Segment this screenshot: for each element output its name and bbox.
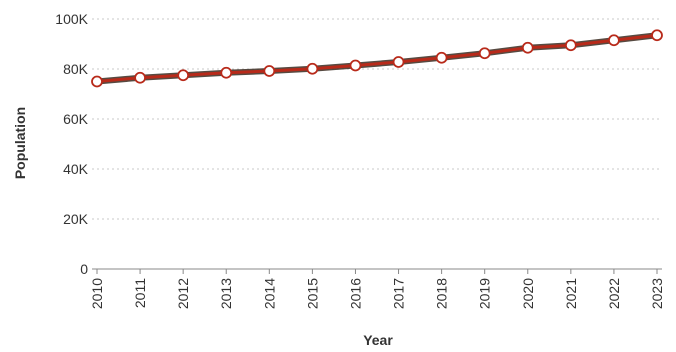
data-point [435, 51, 448, 64]
x-tick-label: 2020 [520, 278, 536, 309]
x-tick-label: 2010 [89, 278, 105, 309]
data-point [521, 41, 534, 54]
x-tick-label: 2019 [477, 278, 493, 309]
x-tick-label: 2015 [304, 278, 320, 309]
data-point [651, 29, 663, 42]
y-axis-label: Population [12, 107, 28, 179]
y-tick-label: 60K [63, 111, 89, 127]
y-tick-label: 40K [63, 161, 89, 177]
x-tick-label: 2013 [218, 278, 234, 309]
x-tick-label: 2021 [563, 278, 579, 309]
x-tick-label: 2017 [391, 278, 407, 309]
data-point [134, 71, 146, 84]
data-point [91, 75, 103, 88]
series-line [95, 33, 659, 83]
grid-lines [92, 18, 662, 220]
data-point [177, 69, 190, 82]
x-tick-label: 2014 [261, 278, 277, 309]
y-axis: 0 20K 40K 60K 80K 100K [55, 11, 88, 277]
data-point [564, 39, 577, 52]
y-tick-label: 20K [63, 211, 89, 227]
data-point [349, 59, 362, 72]
y-tick-label: 100K [55, 11, 88, 27]
data-point [478, 47, 491, 60]
data-point [392, 56, 405, 68]
x-tick-label: 2023 [649, 278, 665, 309]
x-tick-label: 2012 [175, 278, 191, 309]
x-axis: 2010 2011 2012 2013 2014 2015 2016 2017 2018 2019… [89, 268, 665, 309]
y-tick-label: 0 [80, 261, 88, 277]
data-point [608, 34, 620, 47]
y-tick-label: 80K [63, 61, 89, 77]
data-point [220, 66, 233, 79]
series-layer [91, 29, 663, 88]
x-tick-label: 2016 [347, 278, 363, 309]
data-point [306, 62, 319, 75]
x-tick-label: 2022 [606, 278, 622, 309]
x-axis-label: Year [363, 332, 393, 348]
x-tick-label: 2011 [132, 278, 148, 308]
data-point [263, 65, 276, 77]
x-tick-label: 2018 [434, 278, 450, 309]
